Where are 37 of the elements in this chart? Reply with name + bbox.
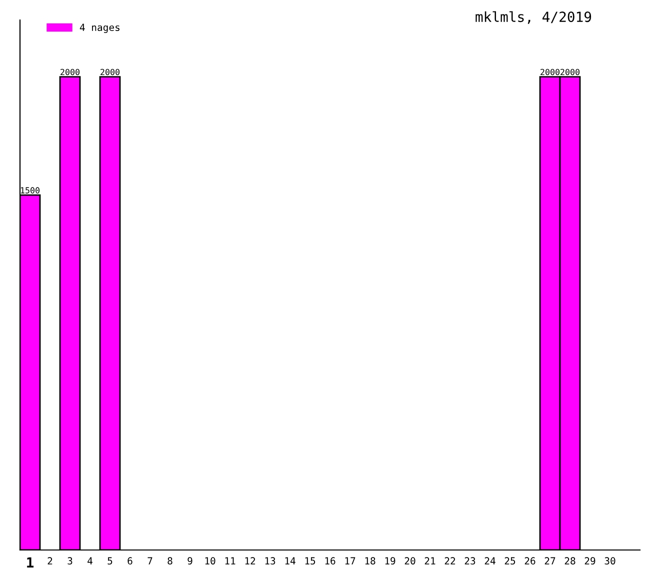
- x-tick-label: 18: [365, 557, 376, 565]
- legend-label: 4 nages: [80, 24, 120, 33]
- x-tick-label: 23: [464, 557, 476, 565]
- data-label: 2000: [100, 68, 120, 76]
- x-tick-label: 8: [168, 557, 172, 565]
- x-tick-label: 26: [524, 557, 536, 565]
- x-tick-label: 14: [285, 557, 296, 564]
- x-tick-label: 24: [484, 557, 496, 564]
- x-tick-label: 7: [148, 557, 152, 564]
- x-tick-label: 4: [88, 557, 92, 564]
- data-label: 2000: [560, 68, 580, 76]
- x-tick-label: 30: [604, 557, 616, 565]
- x-tick-label: 15: [305, 557, 316, 565]
- x-tick-label: 20: [404, 557, 416, 565]
- x-tick-label: 12: [245, 557, 256, 564]
- data-label: 2000: [60, 68, 80, 76]
- chart-title: mklmls, 4/2019: [476, 11, 592, 24]
- x-tick-label: 22: [444, 557, 456, 564]
- x-tick-label: 6: [128, 557, 132, 565]
- x-tick-label: 2: [48, 557, 52, 564]
- data-label: 2000: [540, 68, 560, 76]
- x-tick-label: 3: [68, 557, 72, 565]
- x-tick-label: 25: [504, 557, 516, 565]
- x-tick-label: 9: [188, 557, 192, 565]
- x-tick-label: 19: [385, 557, 396, 565]
- x-tick-label: 28: [564, 557, 576, 565]
- x-tick-label: 13: [265, 557, 276, 565]
- x-tick-label: 27: [544, 557, 556, 564]
- x-tick-label: 10: [205, 557, 216, 565]
- x-tick-label: 21: [424, 557, 436, 564]
- x-tick-label: 16: [325, 557, 336, 565]
- data-label: 1500: [20, 187, 40, 194]
- x-tick-label: 17: [345, 557, 356, 564]
- x-tick-label: 11: [225, 557, 236, 564]
- x-tick-label: 1: [27, 557, 34, 568]
- x-tick-label: 5: [108, 557, 112, 565]
- x-tick-label: 29: [584, 557, 596, 565]
